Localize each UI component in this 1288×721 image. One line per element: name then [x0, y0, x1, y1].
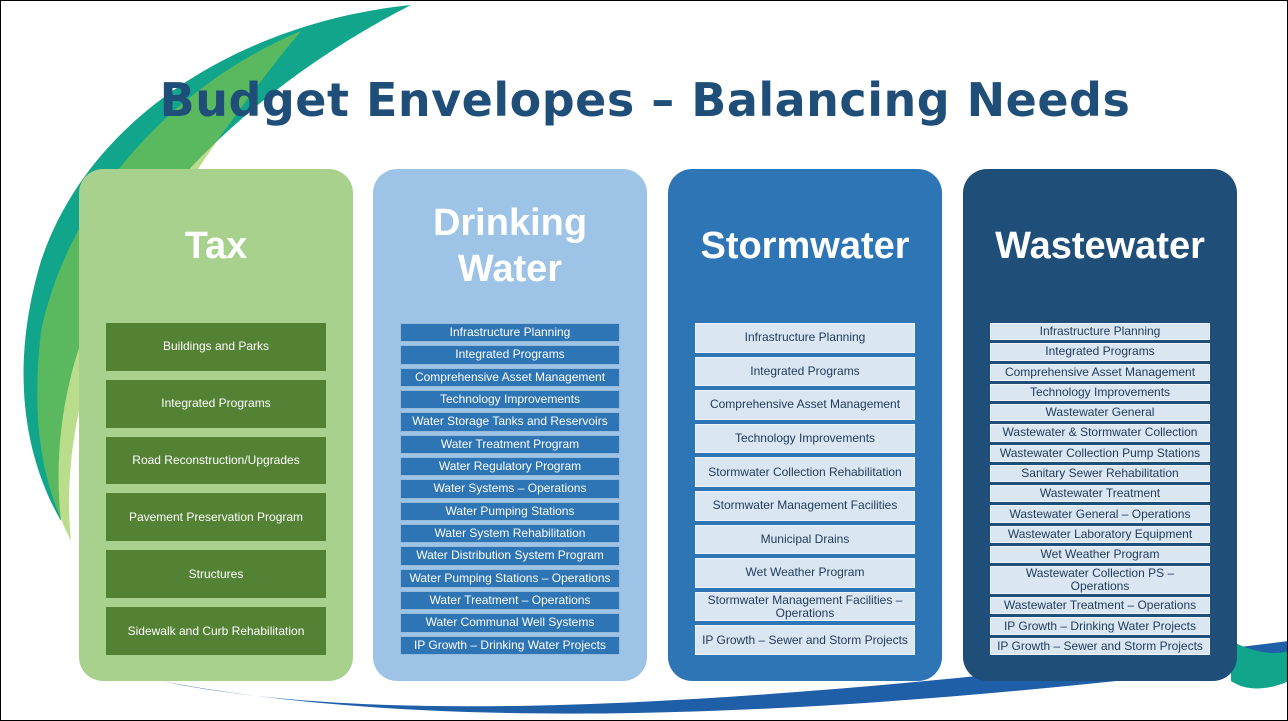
list-item: Integrated Programs: [695, 356, 915, 387]
list-item: Wet Weather Program: [990, 545, 1210, 564]
list-item: Water Pumping Stations – Operations: [400, 568, 620, 588]
list-item: Infrastructure Planning: [990, 323, 1210, 341]
column-heading: Drinking Water: [432, 202, 588, 290]
column-heading: Stormwater: [700, 225, 910, 267]
list-item: Infrastructure Planning: [695, 323, 915, 353]
column: Stormwater Infrastructure Planning Integra…: [668, 169, 942, 681]
item-list: Infrastructure Planning Integrated Progra…: [990, 323, 1210, 655]
list-item: Water Treatment Program: [400, 434, 620, 454]
list-item: Wet Weather Program: [695, 558, 915, 588]
list-item: IP Growth – Drinking Water Projects: [400, 635, 620, 655]
list-item: Municipal Drains: [695, 524, 915, 555]
list-item: Wastewater General – Operations: [990, 505, 1210, 523]
list-item: Comprehensive Asset Management: [695, 390, 915, 420]
list-item: Comprehensive Asset Management: [400, 367, 620, 387]
list-item: Wastewater Collection Pump Stations: [990, 444, 1210, 462]
list-item: IP Growth – Sewer and Storm Projects: [990, 637, 1210, 655]
list-item: Water Communal Well Systems: [400, 613, 620, 633]
list-item: Structures: [106, 550, 326, 599]
item-list: Infrastructure Planning Integrated Progra…: [400, 323, 620, 655]
list-item: Wastewater Laboratory Equipment: [990, 525, 1210, 543]
list-item: Water Pumping Stations: [400, 501, 620, 521]
list-item: Stormwater Management Facilities – Opera…: [695, 591, 915, 622]
list-item: Water Treatment – Operations: [400, 590, 620, 611]
list-item: Sanitary Sewer Rehabilitation: [990, 464, 1210, 483]
list-item: Wastewater Treatment: [990, 485, 1210, 503]
item-list: Infrastructure Planning Integrated Progra…: [695, 323, 915, 655]
list-item: Wastewater & Stormwater Collection: [990, 424, 1210, 442]
list-item: Water Distribution System Program: [400, 546, 620, 566]
list-item: Technology Improvements: [695, 423, 915, 454]
list-item: Water Regulatory Program: [400, 456, 620, 477]
list-item: Comprehensive Asset Management: [990, 363, 1210, 381]
slide-title: Budget Envelopes – Balancing Needs: [159, 73, 1131, 127]
list-item: Pavement Preservation Program: [106, 493, 326, 542]
list-item: IP Growth – Drinking Water Projects: [990, 617, 1210, 635]
list-item: Stormwater Management Facilities: [695, 490, 915, 521]
column-heading: Wastewater: [995, 225, 1205, 267]
teal-corner: [1231, 641, 1287, 689]
list-item: Wastewater General: [990, 404, 1210, 422]
column: Tax Buildings and Parks Integrated Program…: [79, 169, 353, 681]
column: Wastewater Infrastructure Planning Integra…: [963, 169, 1237, 681]
list-item: Road Reconstruction/Upgrades: [106, 436, 326, 485]
list-item: Technology Improvements: [990, 383, 1210, 402]
list-item: Wastewater Collection PS – Operations: [990, 566, 1210, 595]
list-item: Stormwater Collection Rehabilitation: [695, 457, 915, 487]
list-item: IP Growth – Sewer and Storm Projects: [695, 625, 915, 655]
item-list: Buildings and Parks Integrated Programs Ro…: [106, 323, 326, 655]
list-item: Water Systems – Operations: [400, 479, 620, 499]
list-item: Water Storage Tanks and Reservoirs: [400, 412, 620, 432]
list-item: Buildings and Parks: [106, 323, 326, 371]
column: Drinking Water Infrastructure Planning Int…: [373, 169, 647, 681]
list-item: Technology Improvements: [400, 389, 620, 410]
list-item: Infrastructure Planning: [400, 323, 620, 343]
list-item: Wastewater Treatment – Operations: [990, 597, 1210, 615]
list-item: Sidewalk and Curb Rehabilitation: [106, 607, 326, 655]
list-item: Water System Rehabilitation: [400, 523, 620, 544]
list-item: Integrated Programs: [990, 343, 1210, 361]
list-item: Integrated Programs: [106, 379, 326, 428]
column-heading: Tax: [184, 225, 248, 267]
list-item: Integrated Programs: [400, 345, 620, 365]
